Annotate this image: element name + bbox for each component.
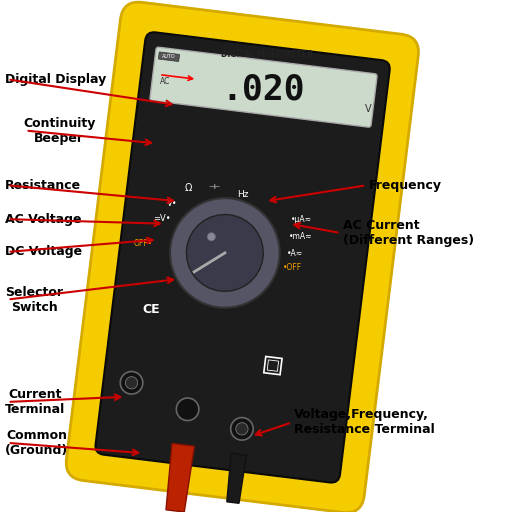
FancyBboxPatch shape [158,52,180,61]
Circle shape [186,215,263,291]
Text: .020: .020 [221,72,305,106]
FancyBboxPatch shape [95,32,390,483]
Text: Hz: Hz [237,190,248,199]
Text: •OFF: •OFF [283,263,302,272]
Text: Ω: Ω [184,182,191,193]
Text: Current
Terminal: Current Terminal [5,388,66,416]
Text: •A≂: •A≂ [287,249,303,258]
Polygon shape [227,453,246,503]
Text: Common
(Ground): Common (Ground) [5,429,69,457]
Text: AC Current
(Different Ranges): AC Current (Different Ranges) [343,219,474,247]
Text: •mA≂: •mA≂ [289,232,312,241]
Circle shape [207,233,216,241]
Text: AC: AC [160,77,170,87]
Circle shape [231,418,253,440]
Text: CE: CE [142,303,160,316]
Text: Frequency: Frequency [369,179,442,192]
Polygon shape [166,443,195,512]
Text: DC Voltage: DC Voltage [5,245,82,259]
Circle shape [120,372,143,394]
Text: V•: V• [167,199,178,208]
Circle shape [170,198,280,308]
Text: AUTO: AUTO [162,54,176,59]
Text: Selector
Switch: Selector Switch [5,286,63,313]
FancyBboxPatch shape [66,2,418,512]
Text: DIGITAL MULTIMETER: DIGITAL MULTIMETER [221,50,313,59]
Circle shape [176,398,199,420]
Text: Continuity
Beeper: Continuity Beeper [23,117,95,144]
Text: V: V [365,103,371,114]
Circle shape [125,377,138,389]
FancyBboxPatch shape [150,47,377,127]
Text: AC Voltage: AC Voltage [5,212,81,226]
Text: •μA≂: •μA≂ [291,215,312,224]
Text: ⊣⊢: ⊣⊢ [209,184,221,190]
Text: Resistance: Resistance [5,179,81,192]
Text: =V•: =V• [153,214,171,223]
Circle shape [236,423,248,435]
Text: Voltage,Frequency,
Resistance Terminal: Voltage,Frequency, Resistance Terminal [294,409,435,436]
Text: Digital Display: Digital Display [5,73,106,86]
Text: OFF•: OFF• [134,240,153,248]
